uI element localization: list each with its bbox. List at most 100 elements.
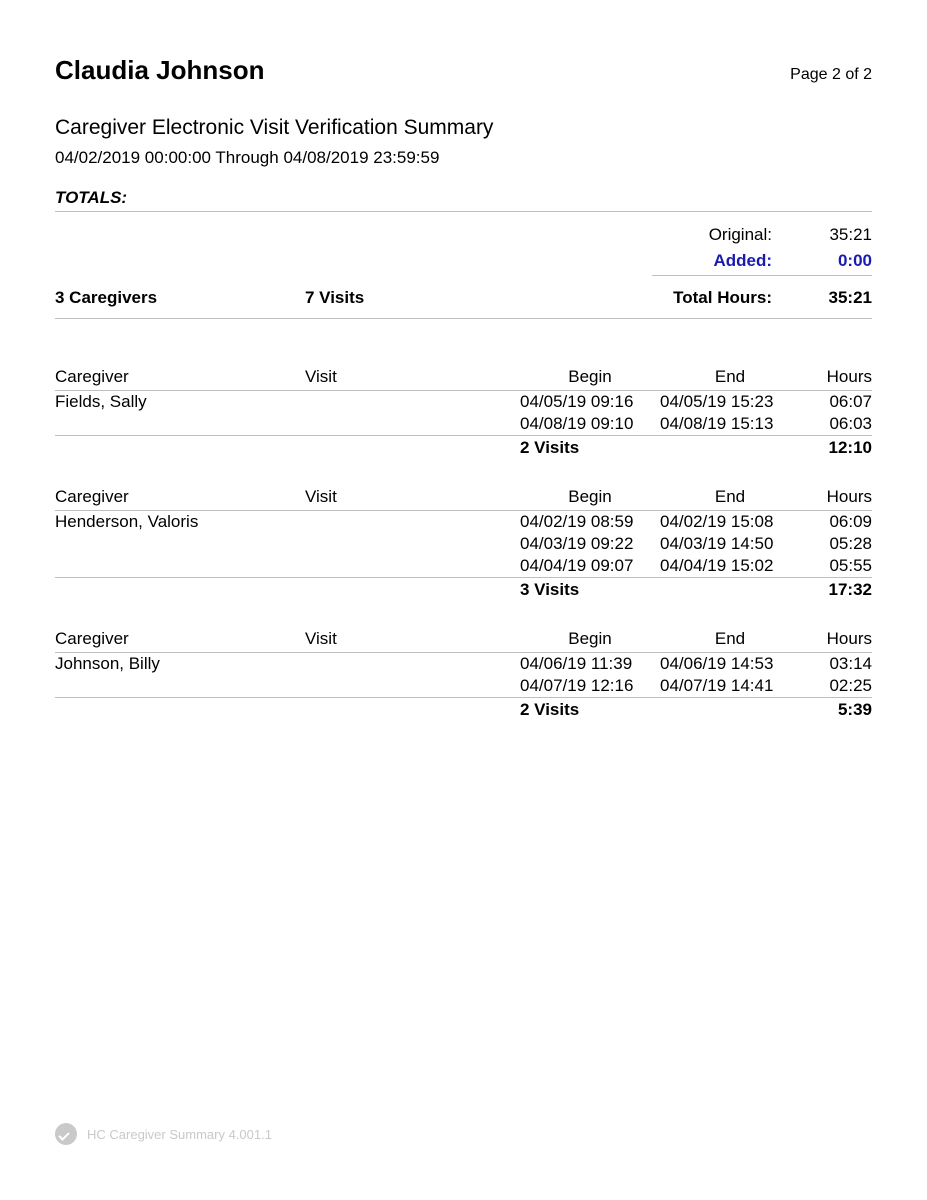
added-value: 0:00 xyxy=(772,248,872,274)
table-row: Johnson, Billy04/06/19 11:3904/06/19 14:… xyxy=(55,653,872,676)
totals-heading: TOTALS: xyxy=(55,188,872,212)
subtotal-empty xyxy=(660,698,800,722)
caregiver-sections: CaregiverVisitBeginEndHoursFields, Sally… xyxy=(55,364,872,721)
cell-caregiver: Johnson, Billy xyxy=(55,653,305,676)
col-begin: Begin xyxy=(520,364,660,391)
cell-hours: 03:14 xyxy=(800,653,872,676)
cell-begin: 04/05/19 09:16 xyxy=(520,391,660,414)
col-caregiver: Caregiver xyxy=(55,484,305,511)
cell-visit xyxy=(305,555,520,578)
table-row: Fields, Sally 04/05/19 09:1604/05/19 15:2… xyxy=(55,391,872,414)
subtotal-hours: 17:32 xyxy=(800,578,872,602)
cell-visit xyxy=(305,511,520,534)
col-caregiver: Caregiver xyxy=(55,626,305,653)
cell-visit xyxy=(305,391,520,414)
subtotal-empty xyxy=(660,578,800,602)
date-range: 04/02/2019 00:00:00 Through 04/08/2019 2… xyxy=(55,148,872,168)
cell-hours: 06:03 xyxy=(800,413,872,436)
col-end: End xyxy=(660,626,800,653)
cell-hours: 06:09 xyxy=(800,511,872,534)
cell-end: 04/04/19 15:02 xyxy=(660,555,800,578)
col-visit: Visit xyxy=(305,484,520,511)
subtotal-row: 3 Visits 17:32 xyxy=(55,578,872,602)
subtotal-empty xyxy=(305,698,520,722)
col-visit: Visit xyxy=(305,626,520,653)
subtotal-empty xyxy=(55,698,305,722)
table-row: 04/07/19 12:1604/07/19 14:4102:25 xyxy=(55,675,872,698)
cell-begin: 04/07/19 12:16 xyxy=(520,675,660,698)
patient-name: Claudia Johnson xyxy=(55,55,264,86)
caregiver-section: CaregiverVisitBeginEndHoursJohnson, Bill… xyxy=(55,626,872,721)
col-visit: Visit xyxy=(305,364,520,391)
visits-count: 7 Visits xyxy=(305,288,622,308)
header-row: Claudia Johnson Page 2 of 2 xyxy=(55,55,872,86)
cell-visit xyxy=(305,533,520,555)
cell-caregiver: Fields, Sally xyxy=(55,391,305,414)
cell-begin: 04/03/19 09:22 xyxy=(520,533,660,555)
total-hours-label: Total Hours: xyxy=(622,288,772,308)
table-header-row: CaregiverVisitBeginEndHours xyxy=(55,484,872,511)
cell-hours: 06:07 xyxy=(800,391,872,414)
caregiver-section: CaregiverVisitBeginEndHoursHenderson, Va… xyxy=(55,484,872,601)
cell-end: 04/08/19 15:13 xyxy=(660,413,800,436)
visits-table: CaregiverVisitBeginEndHoursJohnson, Bill… xyxy=(55,626,872,721)
totals-summary-row: 3 Caregivers 7 Visits Total Hours: 35:21 xyxy=(55,288,872,319)
cell-begin: 04/08/19 09:10 xyxy=(520,413,660,436)
subtotal-visits: 2 Visits xyxy=(520,698,660,722)
report-page: Claudia Johnson Page 2 of 2 Caregiver El… xyxy=(0,0,927,721)
totals-original-row: Original: 35:21 xyxy=(55,222,872,248)
cell-caregiver xyxy=(55,413,305,436)
table-row: Henderson, Valoris 04/02/19 08:5904/02/19… xyxy=(55,511,872,534)
checkmark-icon xyxy=(55,1123,77,1145)
original-label: Original: xyxy=(652,222,772,248)
total-hours-value: 35:21 xyxy=(772,288,872,308)
cell-caregiver xyxy=(55,675,305,698)
table-row: 04/04/19 09:0704/04/19 15:0205:55 xyxy=(55,555,872,578)
report-footer: HC Caregiver Summary 4.001.1 xyxy=(55,1123,272,1145)
col-caregiver: Caregiver xyxy=(55,364,305,391)
subtotal-visits: 2 Visits xyxy=(520,436,660,460)
caregiver-section: CaregiverVisitBeginEndHoursFields, Sally… xyxy=(55,364,872,459)
original-value: 35:21 xyxy=(772,222,872,248)
totals-added-row: Added: 0:00 xyxy=(55,248,872,277)
subtotal-row: 2 Visits 12:10 xyxy=(55,436,872,460)
cell-end: 04/05/19 15:23 xyxy=(660,391,800,414)
cell-end: 04/07/19 14:41 xyxy=(660,675,800,698)
cell-end: 04/03/19 14:50 xyxy=(660,533,800,555)
visits-table: CaregiverVisitBeginEndHoursFields, Sally… xyxy=(55,364,872,459)
subtotal-empty xyxy=(55,436,305,460)
cell-hours: 02:25 xyxy=(800,675,872,698)
col-end: End xyxy=(660,364,800,391)
subtotal-hours: 12:10 xyxy=(800,436,872,460)
cell-begin: 04/02/19 08:59 xyxy=(520,511,660,534)
report-title: Caregiver Electronic Visit Verification … xyxy=(55,116,872,140)
caregivers-count: 3 Caregivers xyxy=(55,288,305,308)
cell-hours: 05:55 xyxy=(800,555,872,578)
subtotal-visits: 3 Visits xyxy=(520,578,660,602)
col-begin: Begin xyxy=(520,484,660,511)
table-header-row: CaregiverVisitBeginEndHours xyxy=(55,626,872,653)
footer-text: HC Caregiver Summary 4.001.1 xyxy=(87,1127,272,1142)
subtotal-empty xyxy=(305,578,520,602)
page-number: Page 2 of 2 xyxy=(790,66,872,84)
subtotal-empty xyxy=(305,436,520,460)
cell-caregiver xyxy=(55,555,305,578)
added-label: Added: xyxy=(652,248,772,274)
cell-caregiver: Henderson, Valoris xyxy=(55,511,305,534)
cell-caregiver xyxy=(55,533,305,555)
table-row: 04/08/19 09:1004/08/19 15:1306:03 xyxy=(55,413,872,436)
table-row: 04/03/19 09:2204/03/19 14:5005:28 xyxy=(55,533,872,555)
cell-end: 04/02/19 15:08 xyxy=(660,511,800,534)
cell-end: 04/06/19 14:53 xyxy=(660,653,800,676)
visits-table: CaregiverVisitBeginEndHoursHenderson, Va… xyxy=(55,484,872,601)
table-header-row: CaregiverVisitBeginEndHours xyxy=(55,364,872,391)
subtotal-empty xyxy=(55,578,305,602)
subtotal-empty xyxy=(660,436,800,460)
subtotal-hours: 5:39 xyxy=(800,698,872,722)
cell-visit xyxy=(305,413,520,436)
col-hours: Hours xyxy=(800,364,872,391)
cell-visit xyxy=(305,675,520,698)
cell-begin: 04/04/19 09:07 xyxy=(520,555,660,578)
totals-block: Original: 35:21 Added: 0:00 xyxy=(55,222,872,276)
cell-hours: 05:28 xyxy=(800,533,872,555)
